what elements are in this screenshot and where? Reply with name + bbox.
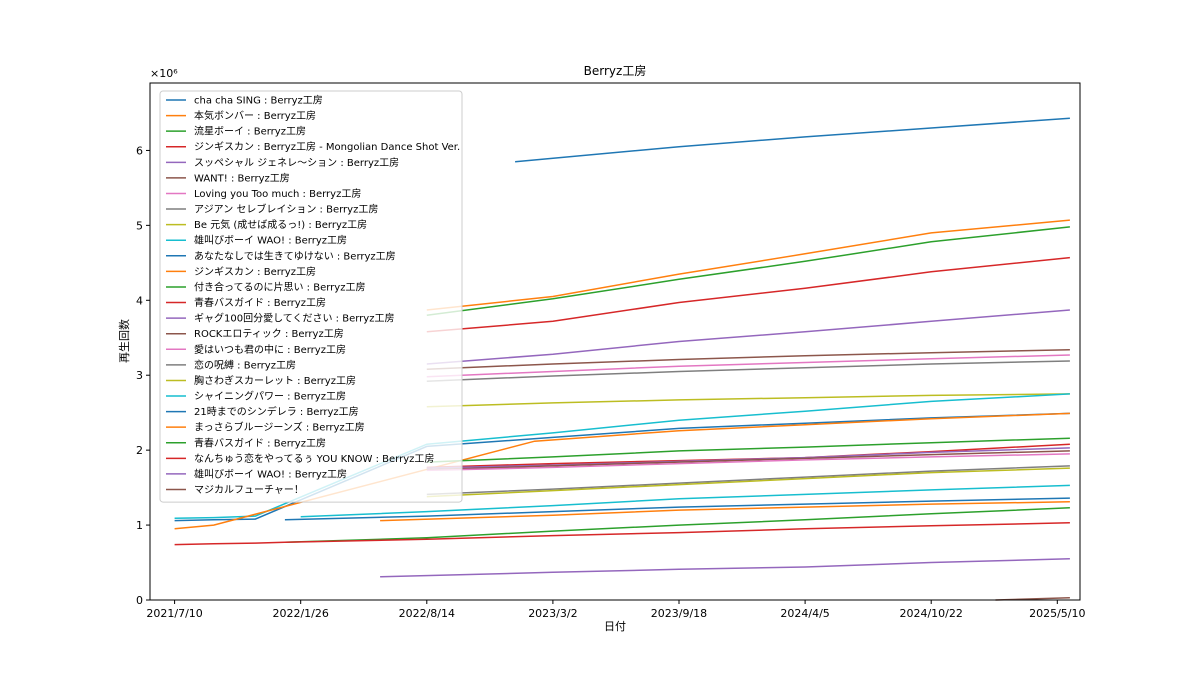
legend-entry: スッペシャル ジェネレ〜ション : Berryz工房 — [194, 156, 399, 169]
legend-entry: cha cha SING : Berryz工房 — [194, 94, 323, 107]
legend-entry: 流星ボーイ : Berryz工房 — [194, 125, 306, 138]
legend-entry: なんちゅう恋をやってるぅ YOU KNOW : Berryz工房 — [194, 452, 434, 465]
series-line-7 — [426, 354, 1070, 378]
y-tick-label: 4 — [136, 294, 143, 307]
legend-entry: 雄叫びボーイ WAO! : Berryz工房 — [194, 467, 347, 480]
legend-entry: 本気ボンバー : Berryz工房 — [194, 109, 316, 122]
series-line-19 — [426, 467, 1070, 498]
y-tick-label: 1 — [136, 519, 143, 532]
series-line-10 — [174, 393, 1070, 520]
legend-entry: あなたなしでは生きてゆけない : Berryz工房 — [194, 249, 396, 262]
series-line-16 — [426, 450, 1070, 471]
x-axis-label: 日付 — [604, 620, 626, 633]
series-line-17 — [426, 453, 1070, 472]
legend-entry: ジンギスカン : Berryz工房 - Mongolian Dance Shot… — [194, 140, 460, 153]
series-line-5 — [426, 309, 1070, 365]
legend-entry: ギャグ100回分愛してください : Berryz工房 — [194, 312, 394, 325]
y-tick-label: 0 — [136, 594, 143, 607]
series-line-9 — [426, 393, 1070, 408]
series-line-21 — [284, 497, 1070, 521]
legend-entry: ROCKエロティック : Berryz工房 — [194, 327, 344, 340]
y-tick-label: 3 — [136, 369, 143, 382]
x-tick-label: 2021/7/10 — [146, 607, 202, 620]
legend-entry: WANT! : Berryz工房 — [194, 171, 290, 184]
series-line-2 — [426, 219, 1070, 311]
x-tick-label: 2022/8/14 — [399, 607, 455, 620]
series-line-20 — [300, 484, 1070, 518]
legend-entry: 21時までのシンデレラ : Berryz工房 — [194, 405, 359, 418]
series-line-13 — [426, 437, 1070, 463]
series-line-3 — [426, 226, 1070, 317]
legend-entry: アジアン セレブレイション : Berryz工房 — [194, 203, 378, 216]
y-tick-label: 6 — [136, 144, 143, 157]
legend-entry: 愛はいつも君の中に : Berryz工房 — [194, 343, 346, 356]
legend-entry: 付き合ってるのに片思い : Berryz工房 — [194, 280, 365, 293]
y-tick-label: 2 — [136, 444, 143, 457]
y-tick-label: 5 — [136, 219, 143, 232]
legend-entry: ジンギスカン : Berryz工房 — [194, 265, 316, 278]
x-axis: 2021/7/10 2022/1/26 2022/8/14 2023/3/2 2023/… — [146, 600, 1086, 620]
x-tick-label: 2024/10/22 — [899, 607, 962, 620]
series-line-18 — [426, 465, 1070, 496]
series-line-11 — [174, 412, 1070, 522]
x-tick-label: 2023/3/2 — [528, 607, 577, 620]
x-tick-label: 2025/5/10 — [1029, 607, 1085, 620]
series-line-1 — [515, 117, 1070, 163]
x-tick-label: 2023/9/18 — [651, 607, 707, 620]
chart-title: Berryz工房 — [584, 63, 647, 78]
legend-entry: マジカルフューチャー！ — [194, 484, 304, 496]
series-line-6 — [426, 348, 1070, 370]
y-multiplier-label: ×10⁶ — [150, 67, 178, 80]
series-line-12 — [174, 412, 1070, 530]
series-line-24 — [174, 522, 1070, 546]
y-axis-label: 再生回数 — [117, 319, 131, 363]
x-tick-label: 2022/1/26 — [272, 607, 328, 620]
legend-entry: 雄叫びボーイ WAO! : Berryz工房 — [194, 234, 347, 247]
legend-entry: シャイニングパワー : Berryz工房 — [194, 390, 346, 403]
series-lines — [174, 117, 1070, 601]
legend-entry: 青春バスガイド : Berryz工房 — [194, 436, 326, 449]
x-tick-label: 2024/4/5 — [780, 607, 829, 620]
series-line-23 — [284, 507, 1070, 544]
legend-entry: Loving you Too much : Berryz工房 — [194, 187, 361, 200]
series-line-4 — [426, 256, 1070, 333]
y-axis: 0 1 2 3 4 5 6 — [136, 144, 150, 607]
legend-entry: まっさらブルージーンズ : Berryz工房 — [194, 421, 365, 434]
legend-entry: 胸さわぎスカーレット : Berryz工房 — [194, 374, 356, 387]
series-line-8 — [426, 360, 1070, 382]
series-line-25 — [380, 558, 1070, 578]
plot-frame — [149, 82, 1081, 601]
legend-entry: 青春バスガイド : Berryz工房 — [194, 296, 326, 309]
series-line-22 — [380, 501, 1070, 522]
legend-box — [159, 90, 463, 503]
legend-entry: Be 元気 (成せば成るっ!) : Berryz工房 — [194, 218, 367, 231]
legend-entry: 恋の呪縛 : Berryz工房 — [194, 358, 296, 371]
